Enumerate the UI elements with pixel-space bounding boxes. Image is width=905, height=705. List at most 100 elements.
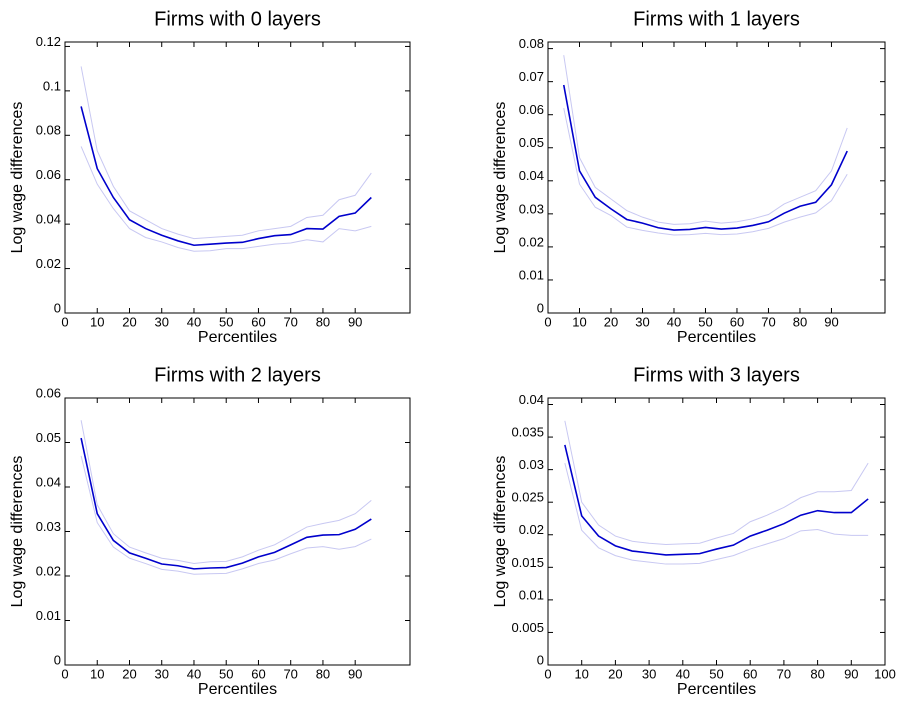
- y-axis-label: Log wage differences: [9, 456, 26, 608]
- axes-box: [64, 41, 411, 314]
- y-tick-label: 0.015: [511, 555, 544, 570]
- y-tick-label: 0.005: [511, 620, 544, 635]
- series-line: [564, 420, 869, 546]
- x-tick-label: 0: [544, 314, 551, 329]
- x-axis-label: Percentiles: [677, 329, 756, 346]
- y-tick-label: 0.025: [511, 490, 544, 505]
- x-tick-label: 60: [251, 314, 265, 329]
- y-tick-label: 0: [54, 300, 61, 315]
- x-tick-label: 70: [283, 314, 297, 329]
- x-tick-label: 0: [544, 666, 551, 681]
- chart-title: Firms with 2 layers: [154, 364, 321, 386]
- y-axis-label: Log wage differences: [492, 102, 509, 254]
- x-tick-label: 50: [709, 666, 723, 681]
- x-tick-label: 20: [608, 666, 622, 681]
- chart-title: Firms with 0 layers: [154, 8, 321, 30]
- x-tick-label: 70: [777, 666, 791, 681]
- plot-area: [548, 42, 885, 313]
- x-tick-label: 40: [187, 314, 201, 329]
- x-tick-label: 30: [642, 666, 656, 681]
- subplot: 0 10 20 30 40 50 60 70 80 90 0 0.01 0.02 0.03 0.04 0.05…: [492, 8, 886, 346]
- subplot: 0 10 20 30 40 50 60 70 80 90 0 0.01 0.02 0.03 0.04 0.05…: [9, 364, 411, 698]
- x-tick-label: 80: [316, 666, 330, 681]
- y-tick-label: 0: [537, 652, 544, 667]
- x-tick-label: 90: [348, 314, 362, 329]
- y-tick-label: 0.04: [36, 474, 61, 489]
- series-line: [563, 107, 848, 236]
- series-line: [80, 146, 372, 252]
- chart-title: Firms with 3 layers: [633, 364, 800, 386]
- series-line: [80, 420, 372, 565]
- subplot: 0 10 20 30 40 50 60 70 80 90 0 0.02 0.04 0.06 0.08 0.1 0…: [9, 8, 411, 346]
- x-tick-label: 90: [824, 314, 838, 329]
- x-axis-label: Percentiles: [198, 329, 277, 346]
- plot-area: [65, 42, 410, 313]
- y-tick-label: 0.04: [36, 212, 61, 227]
- y-tick-label: 0.03: [519, 457, 544, 472]
- series-line: [564, 444, 869, 556]
- x-tick-label: 50: [219, 666, 233, 681]
- x-tick-label: 20: [122, 666, 136, 681]
- x-axis-label: Percentiles: [677, 681, 756, 698]
- x-tick-label: 30: [635, 314, 649, 329]
- plot-area: [65, 398, 410, 665]
- x-tick-label: 0: [61, 666, 68, 681]
- y-tick-label: 0.06: [36, 167, 61, 182]
- x-tick-label: 80: [793, 314, 807, 329]
- y-tick-label: 0.06: [519, 102, 544, 117]
- plot-area: [548, 398, 885, 665]
- x-tick-label: 50: [698, 314, 712, 329]
- x-tick-label: 70: [761, 314, 775, 329]
- x-tick-label: 40: [676, 666, 690, 681]
- x-tick-label: 20: [604, 314, 618, 329]
- y-tick-label: 0.035: [511, 425, 544, 440]
- x-tick-label: 100: [874, 666, 896, 681]
- y-axis-label: Log wage differences: [9, 102, 26, 254]
- y-tick-label: 0.06: [36, 385, 61, 400]
- y-tick-label: 0.02: [519, 234, 544, 249]
- y-tick-label: 0.01: [519, 587, 544, 602]
- x-tick-label: 90: [844, 666, 858, 681]
- chart-title: Firms with 1 layers: [633, 8, 800, 30]
- x-tick-label: 10: [574, 666, 588, 681]
- x-tick-label: 70: [283, 666, 297, 681]
- x-tick-label: 60: [251, 666, 265, 681]
- y-tick-label: 0: [537, 300, 544, 315]
- series-line: [563, 55, 848, 225]
- series-line: [562, 84, 848, 231]
- y-tick-label: 0: [54, 652, 61, 667]
- x-tick-label: 80: [316, 314, 330, 329]
- subplot: 0 10 20 30 40 50 60 70 80 90 100 0 0.005 0.01 0.015 0.0…: [492, 364, 896, 698]
- y-tick-label: 0.1: [43, 78, 61, 93]
- y-tick-label: 0.04: [519, 392, 544, 407]
- x-tick-label: 10: [90, 314, 104, 329]
- y-tick-label: 0.04: [519, 168, 544, 183]
- x-tick-label: 0: [61, 314, 68, 329]
- x-tick-label: 90: [348, 666, 362, 681]
- series-line: [80, 437, 372, 570]
- y-tick-label: 0.05: [36, 430, 61, 445]
- y-tick-label: 0.02: [36, 256, 61, 271]
- y-tick-label: 0.02: [519, 522, 544, 537]
- x-tick-label: 10: [572, 314, 586, 329]
- x-tick-label: 20: [122, 314, 136, 329]
- x-tick-label: 50: [219, 314, 233, 329]
- x-tick-label: 80: [810, 666, 824, 681]
- y-tick-label: 0.03: [519, 201, 544, 216]
- y-tick-label: 0.12: [36, 34, 61, 49]
- y-tick-label: 0.01: [519, 267, 544, 282]
- series-line: [80, 66, 372, 240]
- y-tick-label: 0.01: [36, 608, 61, 623]
- y-tick-label: 0.07: [519, 69, 544, 84]
- y-axis-label: Log wage differences: [492, 456, 509, 608]
- x-tick-label: 40: [187, 666, 201, 681]
- series-line: [80, 106, 372, 247]
- x-tick-label: 10: [90, 666, 104, 681]
- y-tick-label: 0.08: [36, 123, 61, 138]
- y-tick-label: 0.03: [36, 519, 61, 534]
- x-tick-label: 40: [667, 314, 681, 329]
- y-tick-label: 0.08: [519, 36, 544, 51]
- series-line: [80, 455, 372, 575]
- x-tick-label: 30: [154, 314, 168, 329]
